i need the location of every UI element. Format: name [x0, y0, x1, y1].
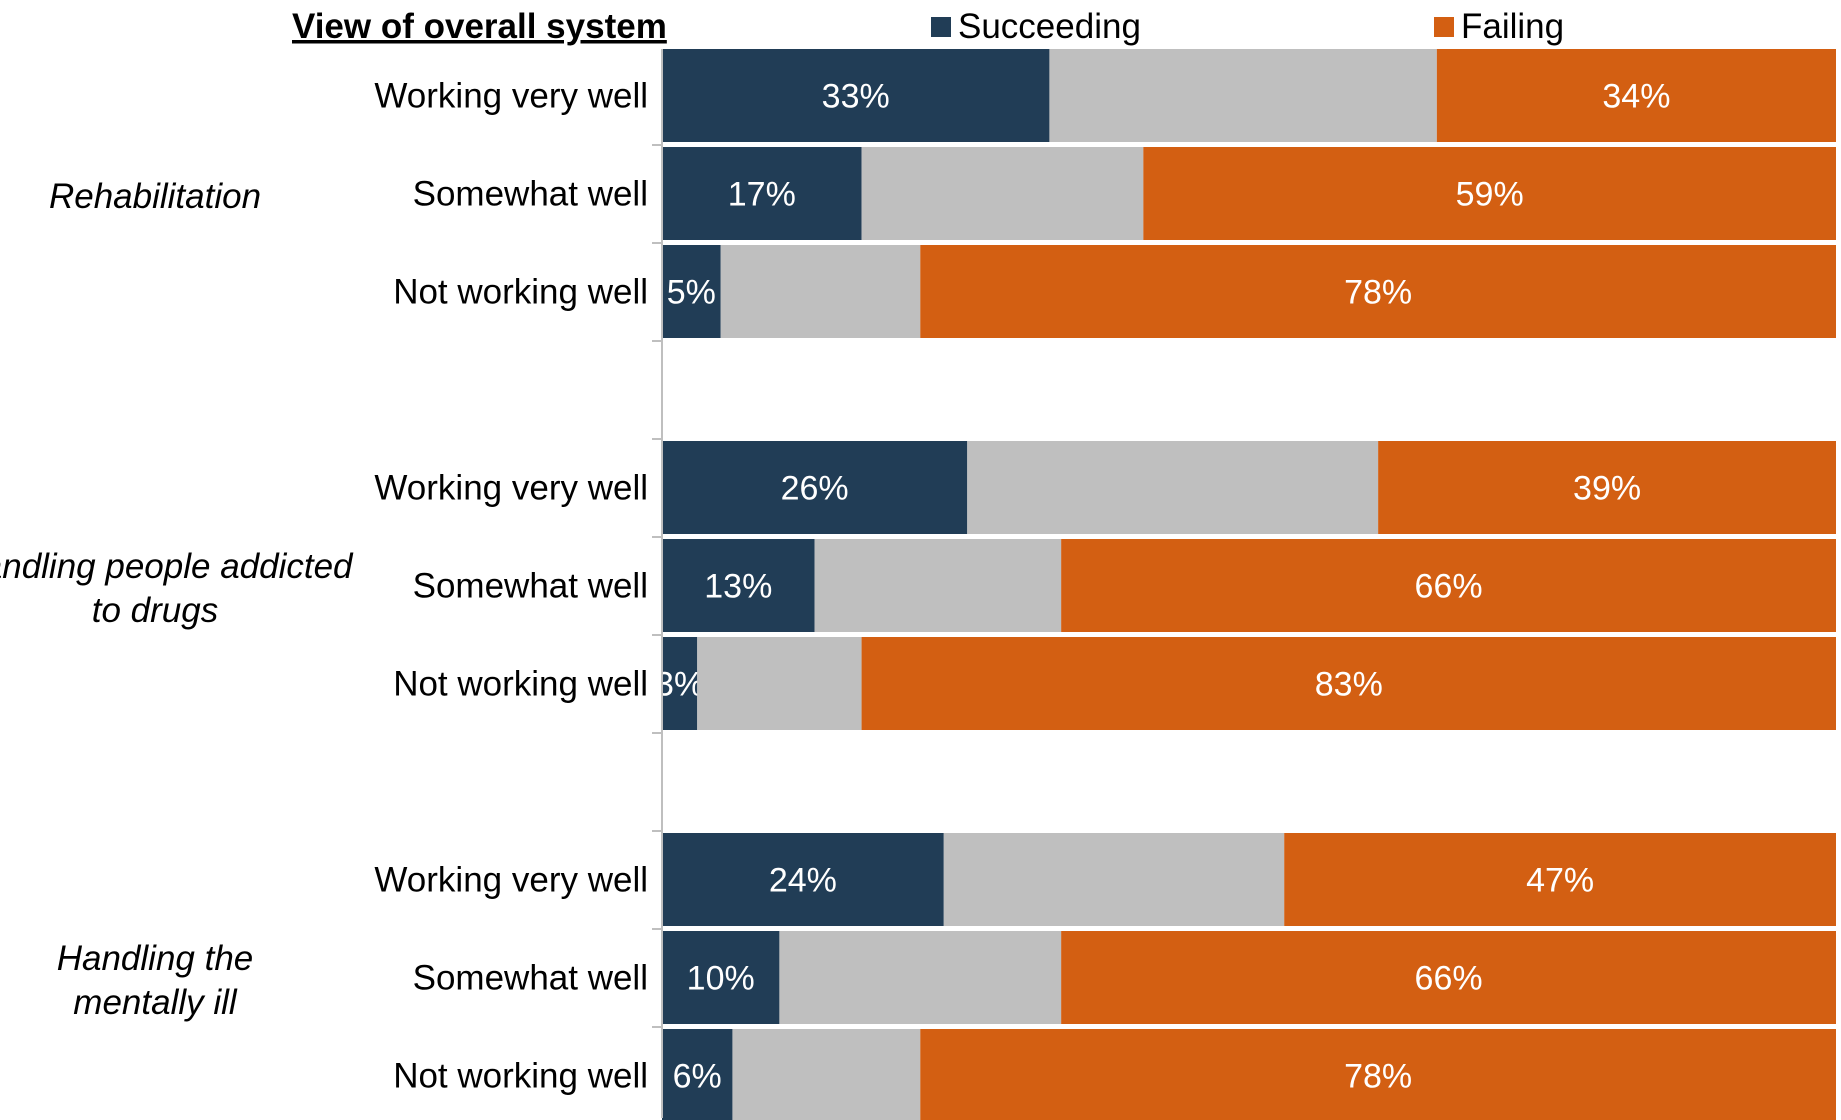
data-label: 10% — [687, 960, 755, 998]
bar-segment — [861, 637, 1836, 730]
row-label: Somewhat well — [413, 175, 648, 214]
bar-segment — [779, 931, 1062, 1024]
group-label-line: Handling people addicted — [0, 547, 354, 586]
data-label: 78% — [1344, 1058, 1412, 1096]
data-label: 66% — [1415, 960, 1483, 998]
bar-segment — [732, 1029, 921, 1120]
bar-segment — [662, 441, 968, 534]
legend-label-failing: Failing — [1461, 7, 1564, 46]
row-label: Not working well — [393, 1057, 648, 1096]
row-label: Working very well — [374, 469, 648, 508]
row-label: Not working well — [393, 665, 648, 704]
plot-area: 33% 34% Working very well 17% 59% Somewhat we… — [0, 49, 1836, 1120]
group-label-line: mentally ill — [73, 983, 238, 1022]
data-label: 26% — [781, 470, 849, 508]
bar-segment — [697, 637, 862, 730]
bar-segment — [920, 1029, 1836, 1120]
row-label: Somewhat well — [413, 959, 648, 998]
data-label: 78% — [1344, 274, 1412, 312]
data-label: 3% — [655, 666, 704, 704]
bar-segment — [662, 49, 1050, 142]
bar-segment — [662, 1029, 733, 1120]
data-label: 13% — [704, 568, 772, 606]
data-label: 6% — [673, 1058, 722, 1096]
legend-swatch-succeeding — [931, 17, 951, 37]
bar-segment — [1436, 49, 1836, 142]
data-label: 47% — [1526, 862, 1594, 900]
group-label-line: Rehabilitation — [49, 177, 261, 216]
bar-segment — [1049, 49, 1437, 142]
bar-segment — [720, 245, 921, 338]
row-label: Working very well — [374, 861, 648, 900]
bar-segment — [967, 441, 1379, 534]
legend-swatch-failing — [1434, 17, 1454, 37]
data-label: 59% — [1456, 176, 1524, 214]
bar-segment — [1378, 441, 1836, 534]
group-label: Handling people addicted to drugs — [0, 547, 354, 630]
data-label: 66% — [1415, 568, 1483, 606]
bar-segment — [662, 637, 698, 730]
row-label: Not working well — [393, 273, 648, 312]
row-label: Somewhat well — [413, 567, 648, 606]
legend-title: View of overall system — [292, 7, 667, 46]
bar-segment — [861, 147, 1144, 240]
row-label: Working very well — [374, 77, 648, 116]
bar-segment — [943, 833, 1285, 926]
data-label: 33% — [822, 78, 890, 116]
group-label: Rehabilitation — [49, 177, 261, 216]
bar-segment — [1284, 833, 1836, 926]
bar-segment — [1143, 147, 1836, 240]
bar-segment — [662, 931, 780, 1024]
data-label: 83% — [1315, 666, 1383, 704]
data-label: 24% — [769, 862, 837, 900]
bar-segment — [662, 833, 944, 926]
group-label: Handling the mentally ill — [57, 939, 254, 1022]
data-label: 39% — [1573, 470, 1641, 508]
legend: View of overall system Succeeding Failin… — [292, 7, 1564, 46]
legend-label-succeeding: Succeeding — [958, 7, 1141, 46]
group-label-line: Handling the — [57, 939, 254, 978]
bar-segment — [662, 147, 862, 240]
bar-segment — [662, 245, 721, 338]
group-label-line: to drugs — [92, 591, 218, 630]
bar-segment — [662, 539, 815, 632]
bar-segment — [1061, 931, 1836, 1024]
data-label: 5% — [667, 274, 716, 312]
bar-segment — [920, 245, 1836, 338]
data-label: 34% — [1602, 78, 1670, 116]
bar-segment — [814, 539, 1062, 632]
data-label: 17% — [728, 176, 796, 214]
bar-segment — [1061, 539, 1836, 632]
